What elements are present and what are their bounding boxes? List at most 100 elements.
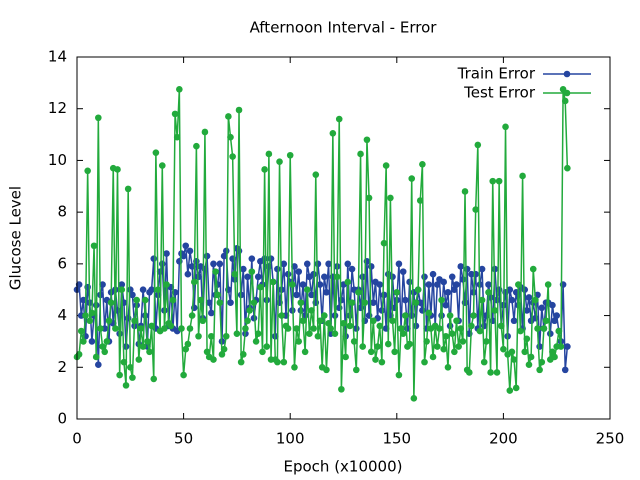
data-point xyxy=(406,278,413,286)
data-point xyxy=(303,260,311,268)
data-point xyxy=(380,239,388,247)
data-point xyxy=(421,273,428,281)
data-point xyxy=(299,317,307,325)
data-point xyxy=(391,348,398,356)
data-point xyxy=(459,276,467,283)
data-point xyxy=(254,330,262,337)
data-point xyxy=(406,340,413,348)
data-point xyxy=(402,296,409,304)
x-tick-label: 250 xyxy=(596,430,625,448)
data-point xyxy=(331,330,339,337)
data-point xyxy=(265,263,273,270)
data-point xyxy=(112,325,119,332)
data-point xyxy=(340,320,347,327)
data-point xyxy=(107,299,115,306)
data-point xyxy=(95,114,102,122)
data-point xyxy=(291,363,298,371)
data-point xyxy=(429,270,437,278)
data-point xyxy=(389,317,396,325)
data-point xyxy=(246,307,253,314)
data-point xyxy=(99,281,106,288)
data-point xyxy=(376,281,384,288)
data-point xyxy=(308,307,315,314)
data-point xyxy=(301,348,309,356)
data-point xyxy=(521,348,529,356)
data-point xyxy=(131,317,138,325)
data-point xyxy=(231,270,239,278)
data-point xyxy=(564,164,571,172)
data-point xyxy=(534,325,541,332)
data-point xyxy=(561,97,569,105)
data-point xyxy=(459,338,467,345)
data-point xyxy=(395,260,403,268)
data-point xyxy=(263,343,271,350)
data-point xyxy=(510,317,518,325)
data-point xyxy=(269,278,277,286)
data-point xyxy=(444,363,452,371)
data-point xyxy=(480,358,488,366)
data-point xyxy=(333,273,341,281)
data-point xyxy=(90,242,98,250)
data-point xyxy=(184,340,192,348)
data-point xyxy=(529,265,537,273)
data-point xyxy=(314,332,322,340)
data-point xyxy=(468,322,475,330)
data-point xyxy=(310,325,317,332)
data-point xyxy=(442,301,450,309)
data-point xyxy=(312,171,320,178)
data-point xyxy=(289,281,296,288)
data-point xyxy=(463,265,471,273)
data-point xyxy=(423,338,430,345)
data-point xyxy=(508,296,516,304)
data-point xyxy=(276,158,283,166)
data-point xyxy=(216,260,224,268)
data-point xyxy=(124,185,132,193)
data-point xyxy=(152,149,160,156)
data-point xyxy=(519,172,526,180)
data-point xyxy=(212,268,219,275)
data-point xyxy=(235,106,243,114)
data-point xyxy=(444,289,452,296)
data-point xyxy=(538,358,546,366)
data-point xyxy=(237,358,245,366)
data-point xyxy=(555,327,563,335)
x-tick-label: 100 xyxy=(276,430,305,448)
data-point xyxy=(274,358,281,366)
data-point xyxy=(163,281,170,288)
data-point xyxy=(564,343,571,350)
data-point xyxy=(389,273,396,281)
data-point xyxy=(525,294,533,301)
data-point xyxy=(472,206,479,213)
data-point xyxy=(506,387,514,394)
data-point xyxy=(267,255,275,262)
data-point xyxy=(203,348,211,356)
data-point xyxy=(525,361,533,369)
data-point xyxy=(338,385,345,393)
data-point xyxy=(502,123,509,131)
data-point xyxy=(190,278,198,286)
data-point xyxy=(239,265,247,273)
data-point xyxy=(141,296,149,304)
data-point xyxy=(399,330,407,337)
data-point xyxy=(357,150,364,158)
data-point xyxy=(86,317,94,325)
data-point xyxy=(493,369,501,376)
data-point xyxy=(517,327,524,335)
plot-border xyxy=(76,56,611,420)
data-point xyxy=(440,345,448,353)
data-point xyxy=(448,330,456,337)
data-point xyxy=(382,162,390,169)
data-point xyxy=(254,273,262,281)
data-point xyxy=(118,286,126,294)
data-point xyxy=(176,86,183,93)
data-point xyxy=(148,322,155,330)
data-point xyxy=(201,128,209,136)
y-tick-label: 12 xyxy=(48,99,67,117)
data-point xyxy=(384,340,392,348)
data-point xyxy=(438,296,445,304)
data-point xyxy=(186,247,194,255)
data-point xyxy=(540,325,548,332)
data-point xyxy=(497,322,505,330)
data-point xyxy=(425,309,433,317)
